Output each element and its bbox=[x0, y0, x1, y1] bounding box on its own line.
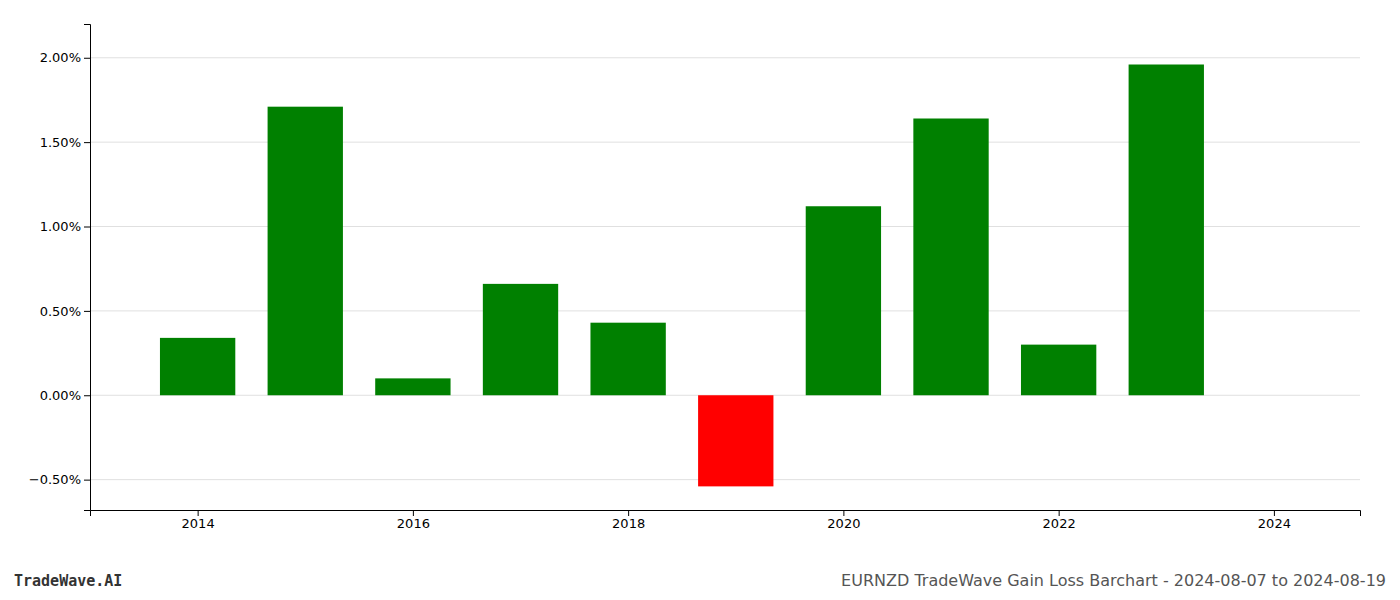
bar bbox=[913, 119, 988, 396]
bar bbox=[806, 206, 881, 395]
x-tick: 2024 bbox=[1258, 510, 1291, 531]
y-axis-line bbox=[84, 25, 91, 511]
bar bbox=[483, 284, 558, 395]
bar bbox=[160, 338, 235, 395]
y-tick-label: 1.50% bbox=[40, 135, 81, 150]
y-tick: −0.50% bbox=[29, 472, 90, 487]
y-tick-label: 2.00% bbox=[40, 50, 81, 65]
x-tick: 2022 bbox=[1043, 510, 1076, 531]
y-tick-mark bbox=[84, 142, 90, 143]
y-tick: 1.00% bbox=[40, 219, 90, 234]
y-tick-mark bbox=[84, 227, 90, 228]
bar bbox=[1129, 65, 1204, 396]
x-tick-label: 2014 bbox=[182, 516, 215, 531]
x-axis-line bbox=[91, 511, 1361, 517]
y-tick-label: 0.50% bbox=[40, 304, 81, 319]
x-tick-label: 2024 bbox=[1258, 516, 1291, 531]
x-tick: 2014 bbox=[182, 510, 215, 531]
y-tick-mark bbox=[84, 311, 90, 312]
x-tick-mark bbox=[843, 510, 844, 516]
bar bbox=[268, 107, 343, 396]
x-tick: 2018 bbox=[612, 510, 645, 531]
title: EURNZD TradeWave Gain Loss Barchart - 20… bbox=[841, 571, 1386, 590]
x-tick-label: 2020 bbox=[827, 516, 860, 531]
bar bbox=[375, 378, 450, 395]
x-tick-mark bbox=[628, 510, 629, 516]
y-tick: 1.50% bbox=[40, 135, 90, 150]
y-tick: 0.00% bbox=[40, 388, 90, 403]
plot-area: −0.50%0.00%0.50%1.00%1.50%2.00%201420162… bbox=[29, 25, 1361, 532]
y-axis: −0.50% 0.00% 0.50% 1.00% 1.50% 2.00% bbox=[29, 25, 91, 511]
bars bbox=[160, 65, 1204, 487]
x-tick-mark bbox=[413, 510, 414, 516]
y-tick: 0.50% bbox=[40, 304, 90, 319]
x-tick-label: 2016 bbox=[397, 516, 430, 531]
chart: −0.50%0.00%0.50%1.00%1.50%2.00%201420162… bbox=[0, 0, 1400, 600]
bar bbox=[698, 395, 773, 486]
bar bbox=[590, 323, 665, 396]
y-tick-label: 0.00% bbox=[40, 388, 81, 403]
grid-line bbox=[90, 57, 1360, 58]
x-tick-mark bbox=[1059, 510, 1060, 516]
watermark: TradeWave.AI bbox=[14, 572, 122, 590]
x-tick: 2020 bbox=[827, 510, 860, 531]
x-tick-mark bbox=[1274, 510, 1275, 516]
y-tick-label: 1.00% bbox=[40, 219, 81, 234]
y-tick-mark bbox=[84, 58, 90, 59]
bar bbox=[1021, 345, 1096, 396]
y-tick-mark bbox=[84, 395, 90, 396]
x-tick-mark bbox=[198, 510, 199, 516]
y-tick-label: −0.50% bbox=[29, 472, 81, 487]
x-tick-label: 2018 bbox=[612, 516, 645, 531]
x-tick-label: 2022 bbox=[1043, 516, 1076, 531]
x-axis: 2014 2016 2018 2020 2022 2024 bbox=[91, 510, 1361, 531]
x-tick: 2016 bbox=[397, 510, 430, 531]
y-tick: 2.00% bbox=[40, 50, 90, 65]
y-tick-mark bbox=[84, 480, 90, 481]
